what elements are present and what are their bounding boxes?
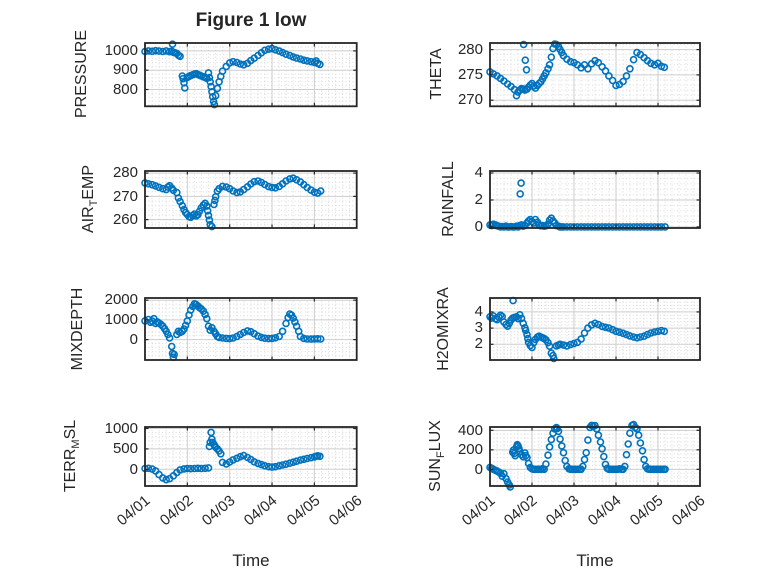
axes-box (144, 296, 358, 361)
y-tick-label: 0 (129, 330, 138, 348)
figure-title: Figure 1 low (195, 10, 307, 31)
x-tick-label: 04/02 (501, 491, 541, 529)
y-axis-label-h2omixra: H2OMIXRA (435, 286, 452, 371)
y-tick-label: 2 (474, 191, 483, 209)
y-tick-label: 0 (474, 460, 483, 478)
y-axis-label-terr_msl: TERRMSL (61, 420, 83, 493)
x-tick-label: 04/06 (669, 491, 709, 529)
y-tick-label: 4 (474, 164, 483, 182)
y-tick-label: 2000 (104, 291, 138, 309)
plot-pressure (141, 40, 358, 109)
plot-sun_flux (486, 420, 701, 491)
x-tick-label: 04/03 (198, 491, 239, 529)
x-tick-label: 04/01 (459, 491, 499, 529)
x-tick-label: 04/05 (283, 491, 324, 529)
y-tick-label: 800 (112, 80, 138, 98)
tick-marks (144, 170, 358, 228)
data-points (141, 174, 325, 231)
x-tick-label: 04/05 (627, 491, 667, 529)
data-points (486, 296, 669, 362)
y-tick-label: 3 (474, 319, 483, 337)
y-tick-label: 2 (474, 335, 483, 353)
x-axis-label-left: Time (232, 551, 270, 570)
axes-box (144, 41, 358, 107)
axes-box (144, 169, 358, 229)
data-points (141, 299, 325, 361)
y-tick-label: 1000 (104, 42, 138, 60)
y-tick-label: 900 (112, 61, 138, 79)
tick-marks (489, 170, 701, 228)
y-axis-label-air_temp: AIRTEMP (79, 165, 101, 234)
y-tick-label: 200 (457, 441, 483, 459)
x-tick-label: 04/01 (114, 491, 154, 529)
y-tick-label: 0 (129, 460, 138, 478)
y-tick-label: 275 (457, 66, 483, 84)
x-tick-label: 04/02 (156, 491, 197, 529)
y-axis-label-mixdepth: MIXDEPTH (69, 287, 86, 371)
x-tick-label: 04/04 (241, 491, 281, 529)
y-tick-label: 260 (112, 210, 138, 228)
plot-theta (486, 39, 701, 107)
axes-box (489, 41, 701, 107)
data-points (141, 40, 324, 109)
major-grid (145, 170, 357, 228)
minor-grid (490, 42, 700, 106)
axes-box (144, 425, 358, 487)
plot-terr_msl (141, 425, 358, 487)
data-points (486, 420, 669, 491)
y-axis-label-theta: THETA (428, 48, 445, 100)
tick-marks (489, 297, 701, 360)
y-tick-label: 500 (112, 440, 138, 458)
y-axis-label-sun_flux: SUNFLUX (426, 420, 448, 493)
axes-box (489, 296, 701, 361)
y-tick-label: 0 (474, 218, 483, 236)
y-axis-label-pressure: PRESSURE (73, 30, 90, 119)
plot-rainfall (486, 169, 701, 231)
y-tick-label: 280 (112, 164, 138, 182)
plot-mixdepth (141, 296, 358, 361)
y-tick-label: 1000 (104, 419, 138, 437)
plot-h2omixra (486, 296, 701, 362)
axes-box (489, 425, 701, 487)
tick-marks (144, 426, 358, 486)
y-tick-label: 4 (474, 303, 483, 321)
major-grid (145, 297, 357, 360)
x-tick-label: 04/03 (543, 491, 583, 529)
y-tick-label: 270 (457, 91, 483, 109)
plot-air_temp (141, 169, 358, 231)
y-tick-label: 270 (112, 187, 138, 205)
y-tick-label: 400 (457, 421, 483, 439)
minor-grid (145, 297, 357, 360)
x-axis-label-right: Time (576, 551, 614, 570)
y-axis-label-rainfall: RAINFALL (440, 161, 457, 237)
tick-marks (489, 426, 701, 486)
major-grid (490, 42, 700, 106)
y-tick-label: 1000 (104, 311, 138, 329)
tick-marks (144, 42, 358, 106)
tick-marks (144, 297, 358, 360)
tick-marks (489, 42, 701, 106)
axes-box (489, 169, 701, 229)
data-points (141, 428, 324, 484)
x-tick-label: 04/04 (585, 491, 625, 529)
y-tick-label: 280 (457, 40, 483, 58)
x-tick-label: 04/06 (325, 491, 366, 529)
